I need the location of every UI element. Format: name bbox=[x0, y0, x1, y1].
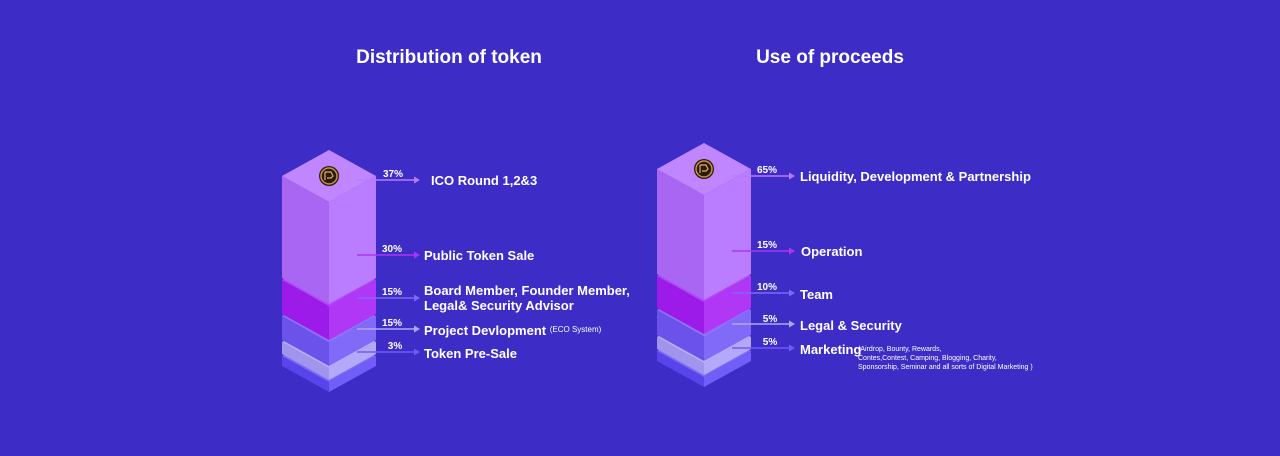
layer-right-face bbox=[704, 169, 751, 300]
layer-left-face bbox=[282, 176, 329, 304]
value-label-1: 30% bbox=[382, 244, 402, 255]
layer-right-face bbox=[704, 351, 751, 387]
value-label-2: 10% bbox=[757, 282, 777, 293]
label-project-development-note: (ECO System) bbox=[549, 325, 602, 334]
token-coin-icon bbox=[319, 166, 339, 186]
label-team: Team bbox=[800, 287, 833, 302]
value-label-0: 37% bbox=[383, 169, 403, 180]
layer-right-face bbox=[329, 280, 376, 340]
layer-left-face bbox=[657, 169, 704, 300]
coin-ring bbox=[695, 160, 713, 178]
coin-glyph bbox=[324, 171, 334, 180]
coin-glyph bbox=[699, 164, 709, 173]
layer-left-face bbox=[657, 337, 704, 375]
label-token-pre-sale: Token Pre-Sale bbox=[424, 346, 517, 361]
value-label-0: 65% bbox=[757, 165, 777, 176]
stack-layer-0 bbox=[282, 150, 376, 304]
layer-right-face bbox=[704, 310, 751, 361]
label-operation: Operation bbox=[801, 244, 863, 259]
chart-distribution-of-token: Distribution of token 37% 30% 15% 15% 3% ICO… bbox=[282, 47, 630, 392]
pointer-arrow-1 bbox=[414, 251, 420, 259]
pointer-arrow-1 bbox=[789, 247, 795, 255]
layer-right-face bbox=[329, 356, 376, 392]
label-legal-security: Legal & Security bbox=[800, 318, 902, 333]
token-coin-icon bbox=[694, 159, 714, 179]
layer-right-face bbox=[704, 337, 751, 375]
label-public-token-sale: Public Token Sale bbox=[424, 248, 535, 263]
stack-svg: 37% 30% 15% 15% 3% bbox=[282, 150, 420, 392]
pointer-arrow-3 bbox=[414, 325, 420, 333]
pointer-arrow-2 bbox=[414, 294, 420, 302]
chart-title: Distribution of token bbox=[356, 47, 542, 68]
value-label-3: 5% bbox=[763, 314, 778, 325]
coin-outer bbox=[319, 166, 339, 186]
layer-left-face bbox=[657, 351, 704, 387]
label-board-member-line1: Board Member, Founder Member, bbox=[424, 283, 630, 298]
label-board-member-line2: Legal& Security Advisor bbox=[424, 298, 574, 313]
layer-left-face bbox=[657, 310, 704, 361]
marketing-note-line1: (Airdrop, Bounty, Rewards, bbox=[858, 346, 942, 353]
label-marketing: Marketing bbox=[800, 342, 862, 357]
label-marketing-note: (Airdrop, Bounty, Rewards, Contes,Contes… bbox=[858, 345, 1033, 372]
chart-title: Use of proceeds bbox=[756, 47, 904, 68]
layer-left-face bbox=[282, 342, 329, 380]
value-label-4: 3% bbox=[388, 341, 403, 352]
value-label-4: 5% bbox=[763, 337, 778, 348]
pointer-arrow-4 bbox=[789, 344, 795, 352]
layer-right-face bbox=[329, 176, 376, 304]
label-project-development-text: Project Devlopment bbox=[424, 323, 547, 338]
stack-svg: 65% 15% 10% 5% 5% bbox=[657, 143, 795, 387]
chart-use-of-proceeds: Use of proceeds 65% 15% 10% 5% 5% Liquidity,… bbox=[640, 0, 1280, 456]
pointer-arrow-2 bbox=[789, 289, 795, 297]
marketing-note-line3: Sponsorship, Seminar and all sorts of Di… bbox=[858, 364, 1033, 371]
layer-left-face bbox=[282, 356, 329, 392]
label-board-member: Board Member, Founder Member, Legal& Sec… bbox=[424, 283, 630, 313]
layer-right-face bbox=[704, 276, 751, 334]
label-project-development: Project Devlopment (ECO System) bbox=[424, 322, 601, 338]
label-liquidity: Liquidity, Development & Partnership bbox=[800, 169, 1031, 184]
marketing-note-line2: Contes,Contest, Camping, Blogging, Chari… bbox=[858, 355, 997, 362]
layer-left-face bbox=[282, 316, 329, 366]
value-label-3: 15% bbox=[382, 318, 402, 329]
coin-ring bbox=[320, 167, 338, 185]
pointer-arrow-0 bbox=[414, 176, 420, 184]
coin-outer bbox=[694, 159, 714, 179]
layer-left-face bbox=[657, 276, 704, 334]
pointer-arrow-0 bbox=[789, 172, 795, 180]
value-label-2: 15% bbox=[382, 287, 402, 298]
layer-left-face bbox=[282, 280, 329, 340]
label-ico-round: ICO Round 1,2&3 bbox=[431, 173, 538, 188]
pointer-arrow-4 bbox=[414, 348, 420, 356]
value-label-1: 15% bbox=[757, 240, 777, 251]
pointer-arrow-3 bbox=[789, 320, 795, 328]
